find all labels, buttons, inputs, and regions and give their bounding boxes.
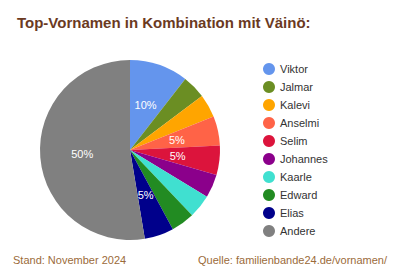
svg-text:Selim: Selim <box>280 135 308 147</box>
svg-text:Kalevi: Kalevi <box>280 99 310 111</box>
svg-text:Quelle: familienbande24.de/vor: Quelle: familienbande24.de/vornamen/ <box>198 254 388 266</box>
svg-text:Kaarle: Kaarle <box>280 171 312 183</box>
svg-text:Anselmi: Anselmi <box>280 117 319 129</box>
svg-text:Andere: Andere <box>280 225 315 237</box>
svg-text:50%: 50% <box>71 148 93 160</box>
svg-text:Stand: November 2024: Stand: November 2024 <box>13 254 126 266</box>
svg-text:Jalmar: Jalmar <box>280 81 313 93</box>
svg-text:Top-Vornamen in Kombination mi: Top-Vornamen in Kombination mit Väinö: <box>17 14 311 31</box>
svg-text:10%: 10% <box>135 99 157 111</box>
svg-text:Elias: Elias <box>280 207 304 219</box>
svg-text:5%: 5% <box>170 150 186 162</box>
svg-text:Edward: Edward <box>280 189 317 201</box>
svg-text:5%: 5% <box>138 189 154 201</box>
svg-text:Viktor: Viktor <box>280 63 308 75</box>
svg-text:Johannes: Johannes <box>280 153 328 165</box>
svg-text:5%: 5% <box>169 134 185 146</box>
